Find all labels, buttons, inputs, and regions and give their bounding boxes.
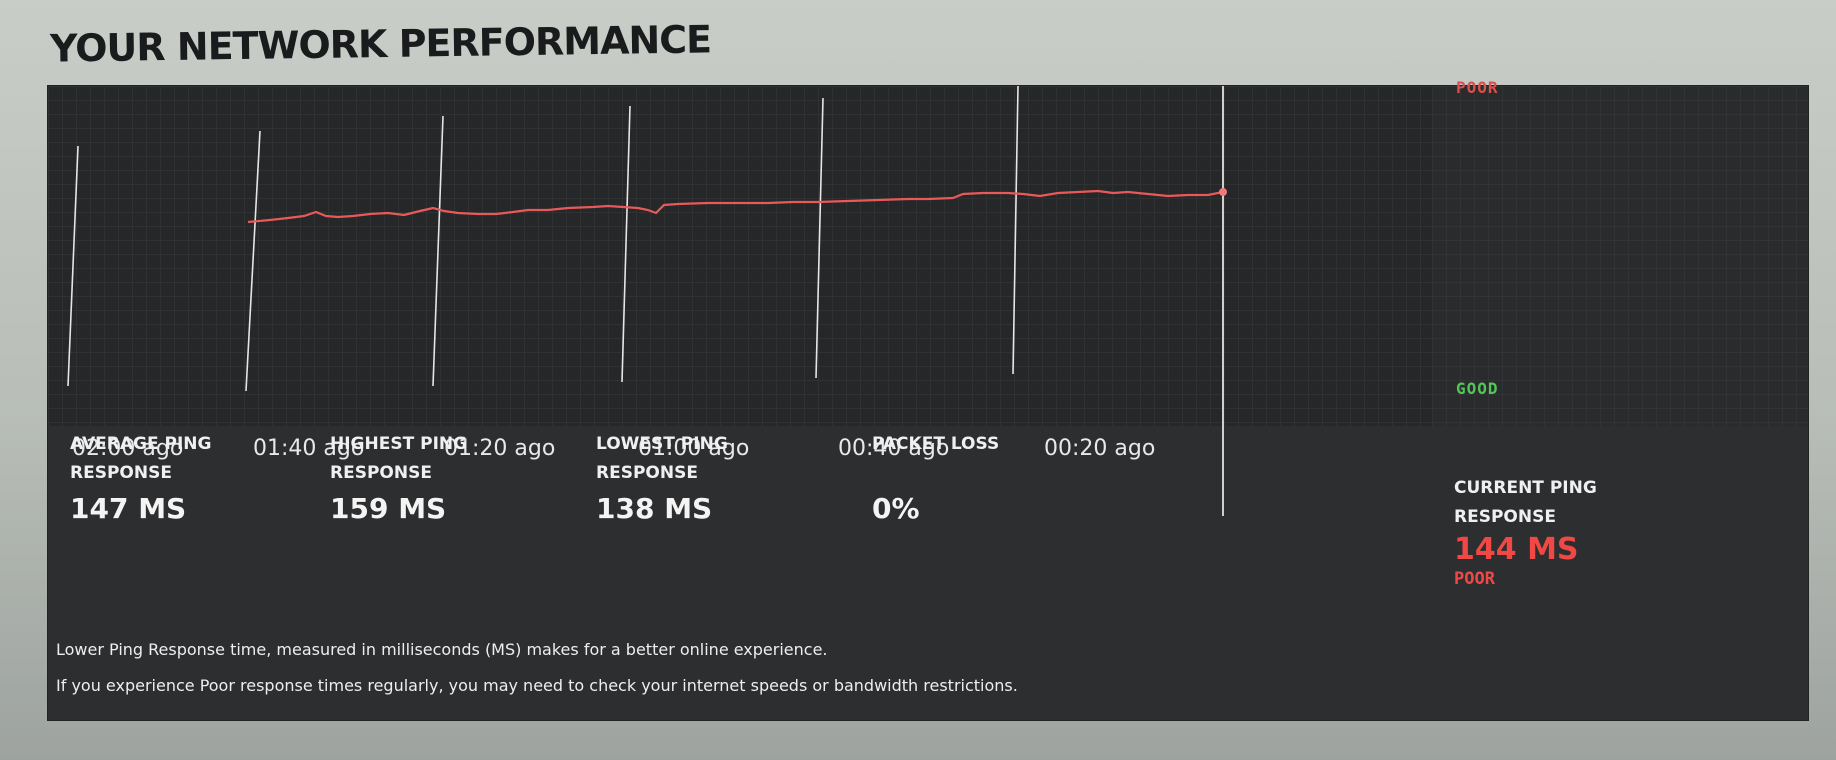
highest-ping-stat: HIGHEST PING RESPONSE 159 MS: [330, 430, 480, 525]
current-ping-stat: CURRENT PING RESPONSE 144 MS POOR: [1454, 474, 1634, 589]
time-label-0140: 01:40 ago: [253, 436, 365, 461]
highest-ping-value: 159 MS: [330, 492, 447, 525]
ping-graph-overlay: [67, 86, 1227, 516]
time-gridlines: [67, 86, 1224, 516]
scale-good-label: GOOD: [1456, 379, 1499, 398]
current-ping-rating: POOR: [1454, 569, 1495, 589]
time-gridline: [621, 105, 631, 383]
ping-advice-note: If you experience Poor response times re…: [56, 676, 1018, 695]
average-ping-label: AVERAGE PING RESPONSE: [70, 434, 212, 483]
current-ping-point: [1219, 188, 1227, 196]
time-gridline: [1012, 86, 1019, 375]
scale-poor-label: POOR: [1456, 78, 1499, 97]
ping-graph: [48, 86, 1432, 426]
time-gridline: [67, 145, 79, 387]
time-gridline: [815, 97, 824, 379]
highest-ping-label: HIGHEST PING RESPONSE: [330, 434, 468, 483]
lowest-ping-label: LOWEST PING RESPONSE: [596, 434, 728, 483]
lowest-ping-stat: LOWEST PING RESPONSE 138 MS: [596, 430, 746, 525]
time-label-0040: 00:40 ago: [838, 436, 950, 461]
lowest-ping-value: 138 MS: [596, 492, 713, 525]
packet-loss-label: PACKET LOSS: [872, 434, 1000, 454]
packet-loss-value: 0%: [872, 492, 920, 525]
ping-line: [247, 189, 1224, 224]
ping-info-note: Lower Ping Response time, measured in mi…: [56, 640, 828, 659]
average-ping-stat: AVERAGE PING RESPONSE 147 MS: [70, 430, 220, 525]
time-label-0020: 00:20 ago: [1044, 436, 1156, 461]
time-gridline: [432, 115, 444, 387]
time-label-0120: 01:20 ago: [444, 436, 556, 461]
page-title: YOUR NETWORK PERFORMANCE: [49, 17, 712, 71]
time-gridline: [245, 130, 261, 392]
quality-scale-area: [1432, 86, 1808, 426]
network-performance-panel: POOR GOOD 02:00 ago 01:40 ago 01:20 ago …: [48, 78, 1808, 720]
packet-loss-stat: PACKET LOSS 0%: [872, 430, 1022, 525]
current-ping-label: CURRENT PING RESPONSE: [1454, 478, 1597, 527]
time-label-0100: 01:00 ago: [638, 436, 750, 461]
average-ping-value: 147 MS: [70, 492, 187, 525]
time-label-0200: 02:00 ago: [72, 436, 184, 461]
current-ping-value: 144 MS: [1454, 532, 1579, 567]
